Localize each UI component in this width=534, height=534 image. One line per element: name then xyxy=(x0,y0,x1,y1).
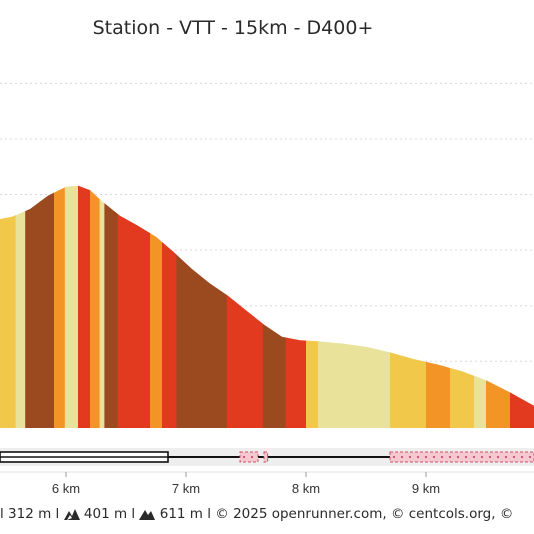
surface-segment-trail xyxy=(239,451,259,463)
gradient-band xyxy=(117,185,151,428)
gradient-band xyxy=(285,185,307,428)
gradient-band xyxy=(318,185,391,428)
gradient-band xyxy=(510,185,534,428)
gradient-band xyxy=(104,185,119,428)
gradient-band xyxy=(262,185,287,428)
gradient-band xyxy=(25,185,55,428)
surface-trail-dot xyxy=(472,455,476,459)
chart-title: Station - VTT - 15km - D400+ xyxy=(93,17,374,39)
grid-lines xyxy=(0,82,534,362)
x-tick-label: 8 km xyxy=(292,481,320,496)
surface-trail-dot xyxy=(520,455,524,459)
gradient-band xyxy=(54,185,66,428)
surface-trail-dot xyxy=(440,455,444,459)
surface-trail-dot xyxy=(504,455,508,459)
surface-trail-dot xyxy=(392,455,396,459)
x-tick-label: 7 km xyxy=(172,481,200,496)
x-tick-label: 9 km xyxy=(412,481,440,496)
surface-trail-dot xyxy=(250,455,254,459)
gradient-band xyxy=(15,185,26,428)
surface-trail-dot xyxy=(448,455,452,459)
surface-trail-dot xyxy=(512,455,516,459)
gradient-band xyxy=(64,185,79,428)
gradient-band xyxy=(99,185,105,428)
surface-trail-dot xyxy=(496,455,500,459)
surface-trail-dot xyxy=(488,455,492,459)
surface-trail-dot xyxy=(424,455,428,459)
ascent-icon xyxy=(63,509,80,520)
x-tick-label: 6 km xyxy=(52,481,80,496)
gradient-band xyxy=(474,185,487,428)
gradient-band xyxy=(426,185,451,428)
surface-trail-dot xyxy=(416,455,420,459)
surface-segment-trail xyxy=(263,451,269,463)
surface-trail-dot xyxy=(480,455,484,459)
gradient-band xyxy=(162,185,177,428)
surface-trail-dot xyxy=(528,455,532,459)
max-altitude: 611 m l © 2025 openrunner.com, © centcol… xyxy=(159,506,514,522)
gradient-band xyxy=(226,185,264,428)
summit-icon xyxy=(139,510,156,520)
surface-trail-dot xyxy=(408,455,412,459)
gradient-band xyxy=(90,185,101,428)
min-altitude: l 312 m l xyxy=(0,506,60,522)
surface-trail-dot xyxy=(400,455,404,459)
surface-bar xyxy=(0,448,534,466)
gradient-band xyxy=(306,185,319,428)
gradient-band xyxy=(390,185,427,428)
gradient-band xyxy=(0,185,17,428)
x-axis-ticks: 6 km7 km8 km9 km1 xyxy=(0,471,534,496)
gradient-band xyxy=(150,185,163,428)
gradient-band xyxy=(78,185,91,428)
surface-segment-trail xyxy=(389,451,534,463)
surface-trail-dot xyxy=(432,455,436,459)
surface-trail-dot xyxy=(242,455,246,459)
gradient-band xyxy=(450,185,475,428)
gradient-bands xyxy=(0,185,534,428)
surface-trail-dot xyxy=(464,455,468,459)
surface-trail-dot xyxy=(456,455,460,459)
gradient-band xyxy=(486,185,511,428)
stats-footer: l 312 m l 401 m l 611 m l © 2025 openrun… xyxy=(0,506,534,522)
total-gain: 401 m l xyxy=(83,506,136,522)
gradient-band xyxy=(176,185,228,428)
